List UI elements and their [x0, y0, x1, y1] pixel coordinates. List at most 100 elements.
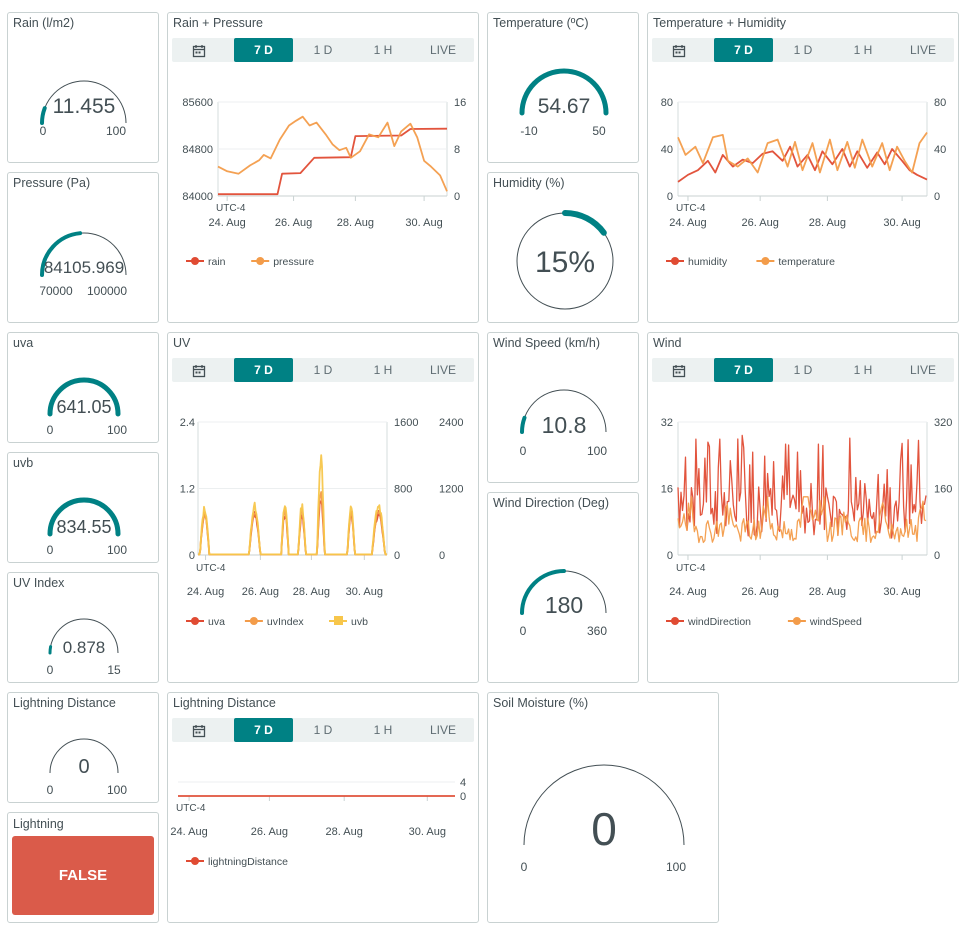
y-tick-label-right: 0 [934, 550, 940, 562]
series-line-uva [197, 500, 388, 556]
tab-7d[interactable]: 7 D [234, 38, 293, 62]
tab-7d[interactable]: 7 D [234, 358, 293, 382]
gauge-track [523, 764, 685, 846]
soil-moisture-gauge: 0 0 100 [521, 764, 686, 874]
x-tick-label: 26. Aug [742, 217, 779, 229]
tab-live[interactable]: LIVE [909, 43, 936, 57]
series-line-uvIndex [197, 491, 388, 556]
legend-marker [191, 257, 199, 265]
gauge-fill [519, 68, 609, 116]
gauge-fill [47, 497, 121, 537]
y-tick-label-right2: 2400 [439, 417, 463, 429]
timezone-label: UTC-4 [676, 203, 706, 214]
legend-label: uvb [351, 616, 368, 628]
series-line-humidity [677, 145, 928, 183]
tab-1d[interactable]: 1 D [313, 363, 333, 377]
card-title: Lightning Distance [13, 696, 116, 710]
tab-1d[interactable]: 1 D [793, 43, 813, 57]
x-tick-label: 26. Aug [251, 826, 288, 838]
legend-label: temperature [778, 256, 835, 268]
gauge-max-label: 100 [666, 860, 686, 874]
tab-1d[interactable]: 1 D [313, 723, 333, 737]
gauge-fill [519, 415, 527, 434]
y-tick-label-right: 40 [934, 144, 946, 156]
gauge-max-label: 15 [107, 663, 121, 677]
wind-direction-gauge: 180 0 360 [520, 569, 607, 638]
series-line-windSpeed [677, 496, 927, 544]
card-title: Pressure (Pa) [13, 176, 91, 190]
series-line-pressure [217, 115, 448, 192]
y-tick-label: 85600 [182, 97, 213, 109]
legend-marker [792, 617, 801, 625]
tab-7d[interactable]: 7 D [234, 718, 293, 742]
wind-speed-gauge: 10.8 0 100 [519, 389, 607, 458]
lightning-status-button[interactable]: FALSE [12, 836, 154, 915]
tab-1h[interactable]: 1 H [853, 363, 873, 377]
y-tick-label-right: 0 [454, 191, 460, 203]
gauge-value: 84105.969 [44, 258, 124, 277]
rain-pressure-chart-card: Rain + Pressure 7 D 1 D 1 H LIVE 85600 84… [167, 12, 479, 323]
tab-1h[interactable]: 1 H [373, 723, 393, 737]
gauge-max-label: 100 [107, 543, 127, 557]
gauge-value: 10.8 [542, 412, 587, 438]
legend-marker [761, 257, 770, 265]
legend-marker [671, 257, 679, 265]
gauge-max-label: 100000 [87, 284, 127, 298]
tab-1h[interactable]: 1 H [373, 43, 393, 57]
tab-live[interactable]: LIVE [429, 363, 456, 377]
rain-gauge: 11.455 0 100 [40, 80, 127, 138]
wind-direction-gauge-card: Wind Direction (Deg) 180 0 360 [487, 492, 639, 683]
rain-gauge-card: Rain (l/m2) 11.455 0 100 [7, 12, 159, 163]
calendar-icon[interactable] [664, 38, 694, 62]
tab-live[interactable]: LIVE [909, 363, 936, 377]
tab-1d[interactable]: 1 D [313, 43, 333, 57]
tab-7d[interactable]: 7 D [714, 38, 773, 62]
tab-1d[interactable]: 1 D [793, 363, 813, 377]
legend-label: rain [208, 256, 226, 268]
x-tick-label: 26. Aug [275, 217, 312, 229]
gauge-fill [48, 645, 53, 655]
y-tick-label: 80 [661, 97, 673, 109]
gauge-min-label: 0 [521, 860, 528, 874]
uv-chart-card: UV 7 D 1 D 1 H LIVE 2.4 1.2 0 1600 800 0 2400 1… [167, 332, 479, 683]
legend-item-temperature: temperature [756, 256, 835, 268]
uva-gauge-card: uva 641.05 0 100 [7, 332, 159, 443]
tab-live[interactable]: LIVE [429, 723, 456, 737]
lightning-card: Lightning FALSE [7, 812, 159, 923]
gauge-min-label: 70000 [39, 284, 73, 298]
calendar-icon[interactable] [184, 358, 214, 382]
tab-1h[interactable]: 1 H [853, 43, 873, 57]
gauge-track [41, 80, 127, 124]
y-tick-label: 2.4 [180, 417, 195, 429]
x-tick-label: 28. Aug [809, 586, 846, 598]
tab-7d[interactable]: 7 D [714, 358, 773, 382]
gauge-min-label: 0 [520, 624, 527, 638]
tab-1h[interactable]: 1 H [373, 363, 393, 377]
calendar-icon[interactable] [184, 718, 214, 742]
legend-label: uvIndex [267, 616, 305, 628]
gauge-fill [562, 210, 607, 236]
gauge-fill [520, 569, 566, 615]
calendar-icon[interactable] [184, 38, 214, 62]
gauge-value: 15% [535, 246, 595, 279]
gauge-fill [40, 231, 83, 277]
gauge-value: 0 [78, 756, 89, 778]
x-tick-label: 26. Aug [742, 586, 779, 598]
series-line-uvb [197, 454, 388, 556]
calendar-icon[interactable] [664, 358, 694, 382]
legend-item-windSpeed: windSpeed [787, 616, 862, 628]
temperature-gauge: 54.67-10 50 [519, 68, 609, 138]
gauge-max-label: 100 [106, 124, 126, 138]
tab-live[interactable]: LIVE [429, 43, 456, 57]
rain-pressure-chart: 85600 84800 84000 16 8 0 24. Aug 26. Aug 28. Aug… [182, 97, 466, 268]
gauge-track [521, 389, 607, 433]
legend-item-uvIndex: uvIndex [244, 616, 305, 628]
x-tick-label: 30. Aug [409, 826, 446, 838]
gauge-value: 11.455 [53, 95, 116, 118]
y-tick-label-right: 320 [934, 417, 952, 429]
x-tick-label: 28. Aug [809, 217, 846, 229]
soil-moisture-gauge-card: Soil Moisture (%) 0 0 100 [487, 692, 719, 923]
card-title: Lightning Distance [173, 696, 276, 710]
card-title: Rain (l/m2) [13, 16, 75, 30]
